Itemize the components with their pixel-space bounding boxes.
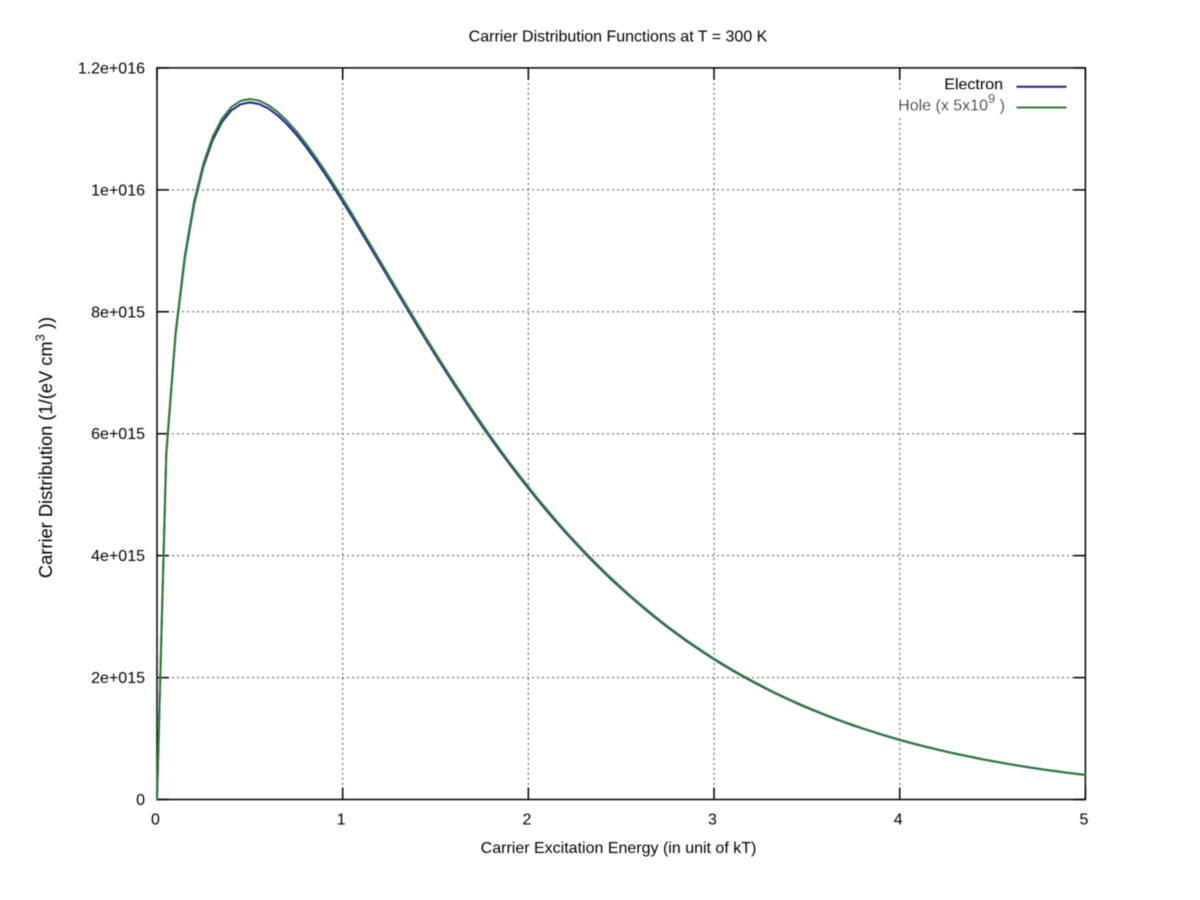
svg-text:0: 0 [136, 792, 145, 809]
svg-text:1: 1 [337, 811, 346, 828]
svg-text:Carrier Distribution (1/(eV cm: Carrier Distribution (1/(eV cm3 )) [33, 317, 57, 578]
svg-text:2e+015: 2e+015 [91, 670, 145, 687]
svg-text:3: 3 [708, 811, 717, 828]
svg-text:5: 5 [1079, 811, 1088, 828]
svg-text:4e+015: 4e+015 [91, 548, 145, 565]
svg-text:Carrier Distribution Functions: Carrier Distribution Functions at T = 30… [469, 28, 768, 45]
svg-text:4: 4 [894, 811, 903, 828]
svg-text:1e+016: 1e+016 [91, 182, 145, 199]
svg-text:2: 2 [522, 811, 531, 828]
svg-text:0: 0 [151, 811, 160, 828]
svg-text:6e+015: 6e+015 [91, 426, 145, 443]
svg-text:Electron: Electron [944, 77, 1003, 94]
svg-text:8e+015: 8e+015 [91, 304, 145, 321]
svg-text:Carrier Excitation Energy (in: Carrier Excitation Energy (in unit of kT… [481, 840, 757, 857]
svg-text:Hole (x 5x109 ): Hole (x 5x109 ) [898, 91, 1005, 115]
svg-text:1.2e+016: 1.2e+016 [78, 60, 145, 77]
